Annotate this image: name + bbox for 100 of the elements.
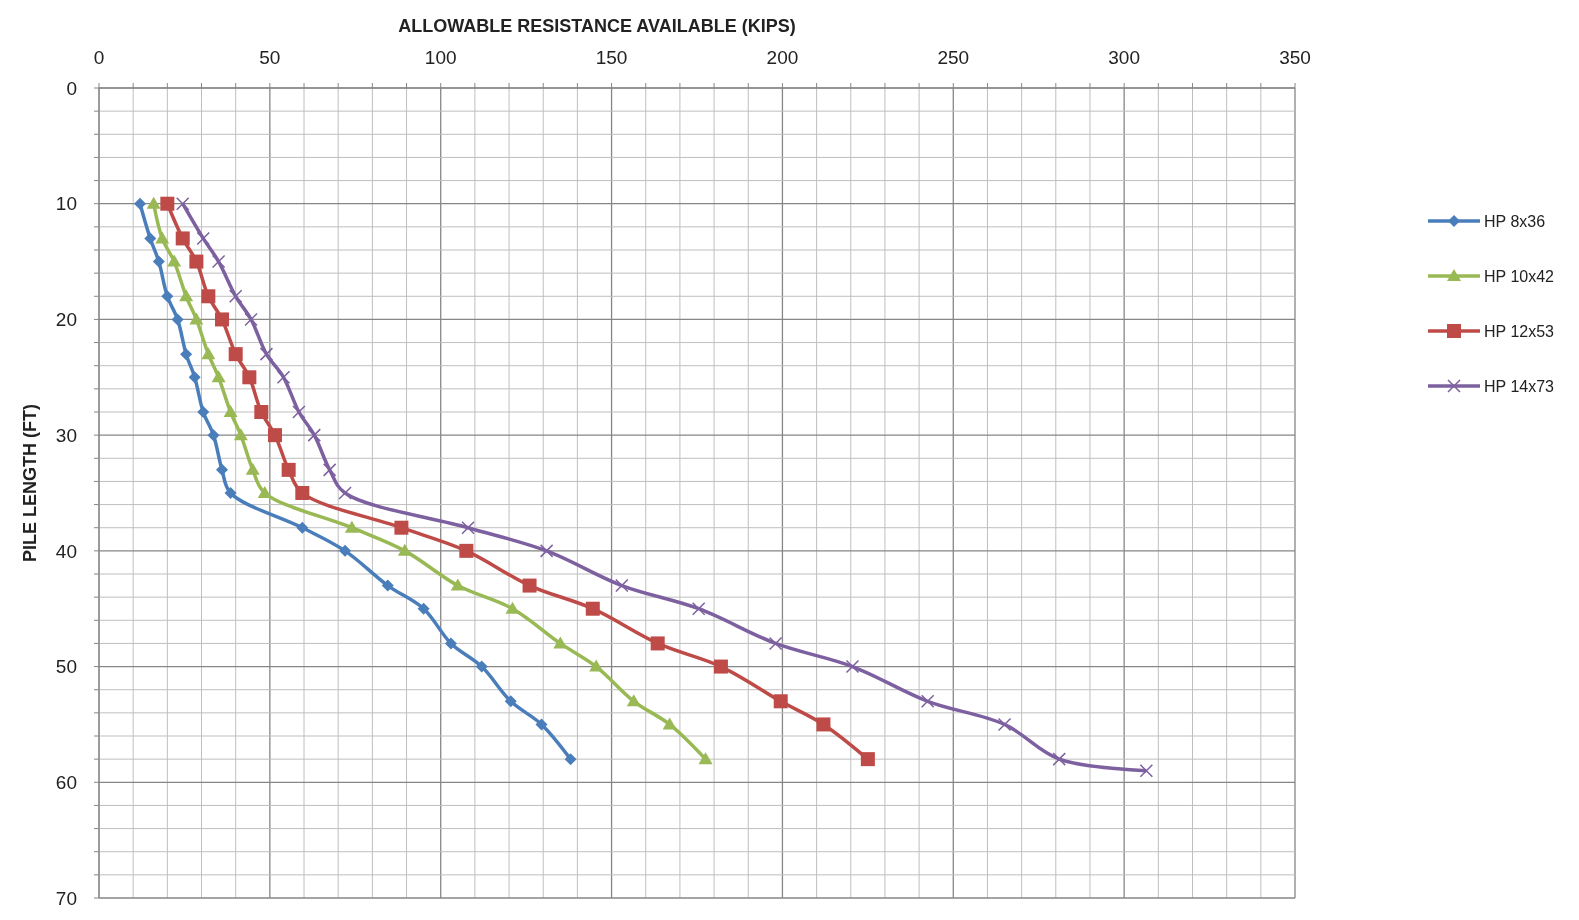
x-tick-label: 0 (93, 47, 105, 68)
point (259, 347, 274, 361)
point (539, 544, 554, 558)
point (860, 752, 875, 767)
point (564, 753, 577, 766)
point (167, 254, 182, 267)
point (920, 694, 935, 709)
point (650, 636, 665, 651)
point (997, 717, 1012, 732)
point (144, 232, 157, 245)
point (196, 231, 210, 246)
point (189, 254, 204, 269)
point (244, 312, 258, 327)
point (223, 405, 238, 417)
point (276, 370, 291, 385)
point (307, 428, 322, 442)
point (207, 429, 220, 442)
y-tick-label: 10 (55, 193, 77, 215)
point (381, 579, 394, 592)
point (450, 578, 465, 591)
point (175, 231, 190, 246)
point (296, 521, 309, 534)
point (417, 602, 430, 615)
legend-label: HP 12x53 (1484, 322, 1555, 340)
point (215, 312, 230, 327)
point (461, 520, 475, 535)
x-tick-label: 250 (937, 47, 970, 68)
point (698, 752, 713, 765)
y-tick-label: 70 (55, 887, 77, 909)
x-tick-label: 350 (1279, 47, 1311, 68)
point (295, 486, 310, 500)
point (535, 718, 548, 731)
point (339, 544, 352, 557)
point (211, 370, 226, 383)
y-tick-label: 60 (55, 771, 77, 793)
point (394, 520, 409, 535)
point (233, 428, 248, 441)
legend-label: HP 8x36 (1484, 212, 1546, 230)
point (201, 289, 216, 304)
point (180, 348, 193, 361)
point (344, 520, 359, 533)
point (216, 463, 229, 476)
point (845, 659, 860, 674)
point (475, 660, 488, 673)
point (626, 694, 641, 707)
point (615, 578, 629, 593)
point (322, 463, 337, 477)
point (245, 462, 260, 475)
x-tick-label: 50 (259, 47, 281, 68)
point (155, 231, 170, 244)
point (1052, 752, 1066, 766)
point (292, 405, 306, 419)
point (768, 636, 783, 651)
x-axis-title: ALLOWABLE RESISTANCE AVAILABLE (KIPS) (398, 16, 796, 36)
point (505, 601, 520, 614)
point (1139, 763, 1154, 778)
point (188, 371, 201, 384)
point (397, 543, 412, 556)
point (459, 543, 474, 558)
y-tick-label: 50 (55, 656, 77, 678)
point (589, 659, 604, 672)
legend-label: HP 14x73 (1484, 377, 1555, 395)
point (257, 486, 272, 498)
point (522, 578, 537, 593)
legend-label: HP 10x42 (1484, 267, 1555, 285)
point (338, 486, 352, 500)
point (160, 196, 175, 211)
y-tick-label: 0 (66, 77, 77, 99)
point (585, 601, 600, 616)
point (254, 405, 269, 419)
point (175, 196, 190, 211)
point (444, 637, 457, 650)
point (242, 370, 257, 385)
point (691, 601, 706, 616)
point (197, 406, 210, 418)
point (662, 717, 677, 730)
y-tick-label: 40 (55, 540, 77, 562)
point (773, 694, 788, 709)
y-tick-label: 30 (55, 424, 77, 446)
point (504, 695, 517, 708)
point (134, 197, 147, 210)
x-tick-label: 100 (424, 47, 457, 68)
point (201, 347, 216, 360)
point (171, 313, 184, 326)
point (228, 347, 243, 362)
point (161, 290, 174, 303)
point (211, 254, 226, 269)
point (189, 312, 204, 325)
point (281, 462, 296, 477)
point (553, 636, 568, 649)
point (152, 255, 165, 268)
y-axis-title: PILE LENGTH (FT) (20, 404, 40, 562)
x-tick-label: 150 (595, 47, 628, 68)
point (224, 487, 237, 499)
point (228, 289, 243, 304)
point (179, 289, 194, 302)
y-tick-label: 20 (55, 309, 77, 331)
x-tick-label: 200 (766, 47, 799, 68)
point (713, 659, 728, 674)
point (146, 196, 161, 209)
